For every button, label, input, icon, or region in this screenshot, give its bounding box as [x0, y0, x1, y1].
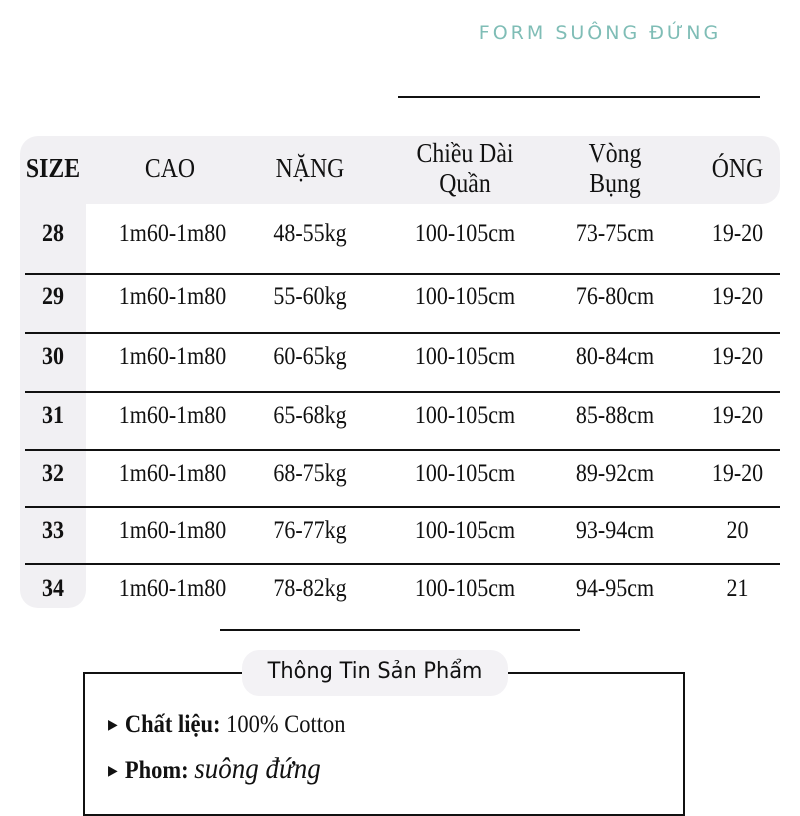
header-waist-line1: Vòng — [588, 138, 642, 168]
material-value: 100% Cotton — [226, 711, 346, 738]
bullet-triangle-icon: ▶ — [108, 718, 118, 733]
row-divider — [25, 563, 780, 565]
header-leg: ÓNG — [711, 153, 764, 183]
cell-height: 1m60-1m80 — [118, 283, 227, 310]
cell-length: 100-105cm — [414, 402, 516, 429]
cell-size: 31 — [42, 402, 64, 429]
table-row: 28 1m60-1m80 48-55kg 100-105cm 73-75cm 19-20 — [0, 220, 800, 260]
cell-waist: 73-75cm — [575, 220, 655, 247]
cell-length: 100-105cm — [414, 575, 516, 602]
header-length-line1: Chiều Dài — [416, 138, 514, 168]
table-row: 34 1m60-1m80 78-82kg 100-105cm 94-95cm 21 — [0, 575, 800, 615]
cell-size: 33 — [42, 517, 64, 544]
cell-size: 34 — [42, 575, 64, 602]
cell-leg: 19-20 — [711, 343, 764, 370]
cell-weight: 48-55kg — [273, 220, 347, 247]
cell-size: 32 — [42, 460, 64, 487]
product-info-title: Thông Tin Sản Phẩm — [242, 650, 508, 696]
cell-leg: 19-20 — [711, 283, 764, 310]
cell-leg: 19-20 — [711, 402, 764, 429]
cell-size: 29 — [42, 283, 64, 310]
brand-title: FORM SUÔNG ĐỨNG — [478, 22, 722, 44]
cell-leg: 21 — [726, 575, 749, 602]
form-value: suông đứng — [194, 752, 321, 785]
form-label: Phom: — [124, 757, 189, 784]
cell-weight: 65-68kg — [273, 402, 347, 429]
cell-length: 100-105cm — [414, 220, 516, 247]
header-height: CAO — [144, 153, 196, 183]
row-divider — [25, 449, 780, 451]
material-label: Chất liệu: — [124, 711, 221, 738]
form-item: ▶ Phom: suông đứng — [108, 752, 321, 786]
cell-waist: 93-94cm — [575, 517, 655, 544]
cell-length: 100-105cm — [414, 343, 516, 370]
cell-weight: 68-75kg — [273, 460, 347, 487]
table-row: 31 1m60-1m80 65-68kg 100-105cm 85-88cm 19-20 — [0, 402, 800, 442]
cell-leg: 20 — [726, 517, 749, 544]
cell-height: 1m60-1m80 — [118, 575, 227, 602]
cell-leg: 19-20 — [711, 220, 764, 247]
cell-height: 1m60-1m80 — [118, 402, 227, 429]
row-divider — [25, 391, 780, 393]
table-row: 33 1m60-1m80 76-77kg 100-105cm 93-94cm 20 — [0, 517, 800, 557]
cell-size: 30 — [42, 343, 64, 370]
header-waist: Vòng Bụng — [562, 138, 668, 198]
divider — [220, 629, 580, 631]
row-divider — [25, 506, 780, 508]
cell-waist: 80-84cm — [575, 343, 655, 370]
cell-weight: 78-82kg — [273, 575, 347, 602]
cell-height: 1m60-1m80 — [118, 343, 227, 370]
cell-weight: 55-60kg — [273, 283, 347, 310]
cell-waist: 94-95cm — [575, 575, 655, 602]
header-length-line2: Quần — [439, 168, 491, 198]
header-waist-line2: Bụng — [589, 168, 641, 198]
size-column-bg — [20, 180, 86, 608]
table-row: 32 1m60-1m80 68-75kg 100-105cm 89-92cm 19-20 — [0, 460, 800, 500]
cell-height: 1m60-1m80 — [118, 460, 227, 487]
cell-waist: 76-80cm — [575, 283, 655, 310]
row-divider — [25, 332, 780, 334]
cell-length: 100-105cm — [414, 517, 516, 544]
cell-height: 1m60-1m80 — [118, 220, 227, 247]
material-item: ▶ Chất liệu: 100% Cotton — [108, 711, 346, 739]
row-divider — [25, 273, 780, 275]
cell-leg: 19-20 — [711, 460, 764, 487]
table-row: 30 1m60-1m80 60-65kg 100-105cm 80-84cm 19-20 — [0, 343, 800, 383]
cell-weight: 60-65kg — [273, 343, 347, 370]
cell-size: 28 — [42, 220, 64, 247]
divider — [398, 96, 760, 98]
header-weight: NẶNG — [275, 153, 345, 183]
cell-waist: 89-92cm — [575, 460, 655, 487]
cell-length: 100-105cm — [414, 283, 516, 310]
header-length: Chiều Dài Quần — [399, 138, 531, 198]
cell-waist: 85-88cm — [575, 402, 655, 429]
header-size: SIZE — [25, 153, 81, 183]
cell-length: 100-105cm — [414, 460, 516, 487]
table-row: 29 1m60-1m80 55-60kg 100-105cm 76-80cm 19-20 — [0, 283, 800, 323]
table-header-bg — [20, 136, 780, 204]
cell-weight: 76-77kg — [273, 517, 347, 544]
bullet-triangle-icon: ▶ — [108, 764, 118, 779]
cell-height: 1m60-1m80 — [118, 517, 227, 544]
